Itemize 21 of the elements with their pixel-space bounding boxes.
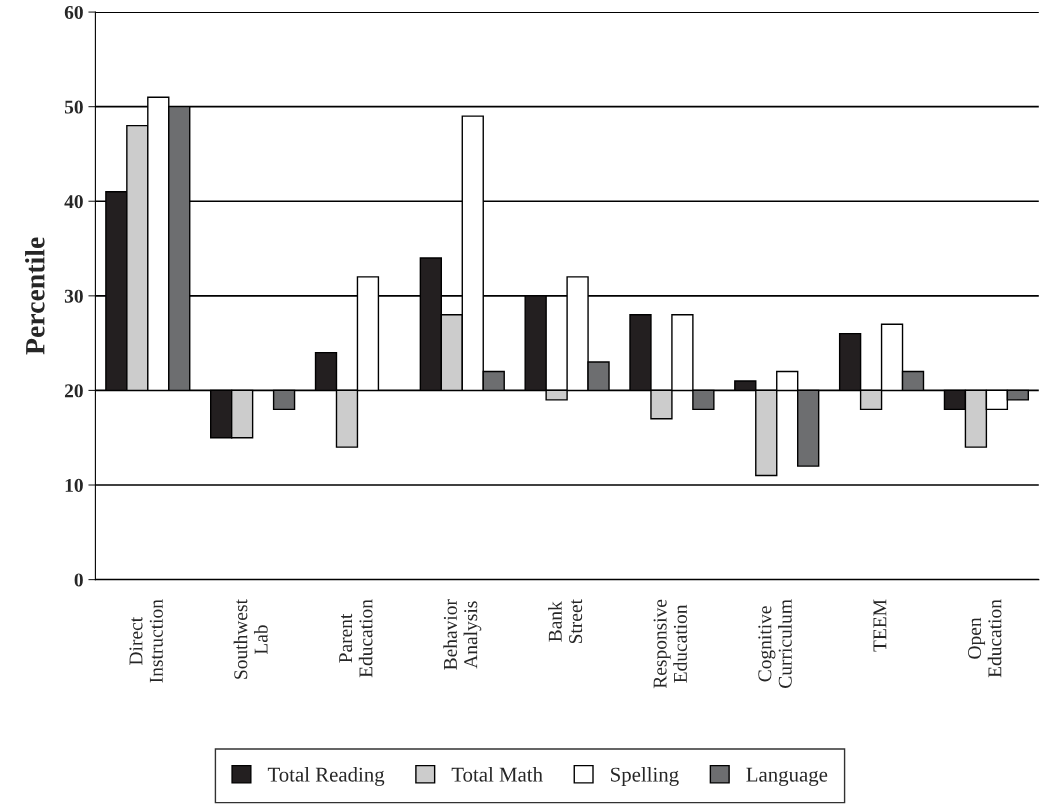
x-tick-label: Parent Education — [339, 599, 373, 678]
legend-label: Language — [746, 767, 828, 786]
x-tick-label: Southwest Lab — [233, 599, 268, 679]
x-tick-label: Behavior Analysis — [443, 599, 482, 670]
x-tick-label: TEEM — [873, 599, 887, 652]
y-tick-label: 0 — [74, 573, 83, 587]
x-tick-label: Responsive Education — [653, 599, 687, 689]
y-tick-label: 40 — [64, 195, 83, 209]
x-tick-label: Direct Instruction — [129, 599, 163, 683]
legend-label: Spelling — [611, 767, 679, 786]
x-tick-label: Bank Street — [548, 599, 583, 644]
y-tick-label: 50 — [64, 100, 83, 114]
y-tick-label: 30 — [64, 289, 83, 303]
y-tick-label: 60 — [64, 5, 83, 20]
y-tick-label: 20 — [64, 384, 83, 398]
legend-label: Total Reading — [267, 767, 385, 786]
y-axis-title: Percentile — [25, 237, 45, 355]
y-tick-label: 10 — [65, 478, 83, 492]
x-tick-label: Open Education — [968, 599, 1002, 678]
x-tick-label: Cognitive Curriculum — [758, 599, 792, 688]
legend-label: Total Math — [451, 767, 543, 782]
